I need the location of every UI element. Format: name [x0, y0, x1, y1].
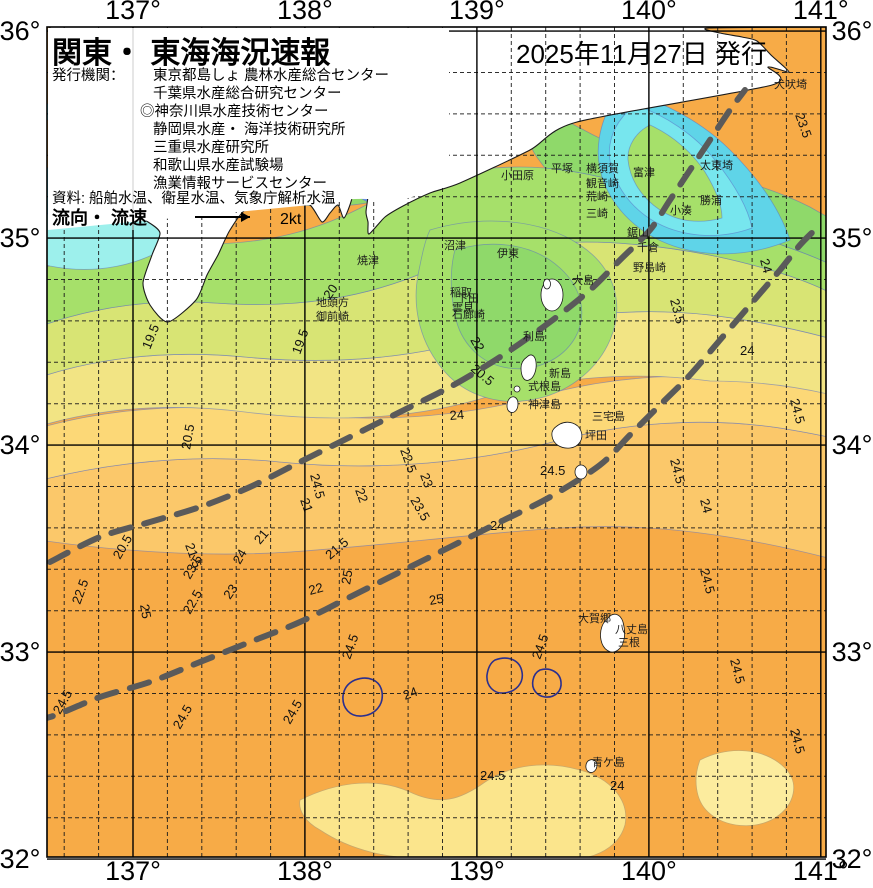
- svg-text:24.5: 24.5: [480, 768, 505, 783]
- svg-text:大島: 大島: [572, 273, 594, 287]
- svg-text:関東・ 東海海況速報: 関東・ 東海海況速報: [52, 37, 331, 70]
- svg-text:石廊崎: 石廊崎: [452, 307, 485, 321]
- svg-text:新島: 新島: [549, 366, 571, 380]
- svg-text:式根島: 式根島: [528, 379, 561, 393]
- svg-text:漁業情報サービスセンター: 漁業情報サービスセンター: [153, 175, 327, 192]
- svg-text:36°: 36°: [0, 16, 40, 46]
- svg-text:三宅島: 三宅島: [592, 409, 625, 423]
- svg-text:横須賀: 横須賀: [586, 161, 619, 175]
- svg-text:太東埼: 太東埼: [700, 158, 733, 172]
- svg-text:2kt: 2kt: [280, 211, 302, 228]
- svg-text:野島崎: 野島崎: [633, 260, 666, 274]
- svg-text:25: 25: [137, 603, 154, 620]
- svg-text:138°: 138°: [277, 0, 333, 25]
- svg-text:観音崎: 観音崎: [586, 176, 619, 190]
- svg-text:千倉: 千倉: [637, 240, 659, 254]
- svg-text:33°: 33°: [832, 637, 873, 667]
- svg-text:八丈島: 八丈島: [615, 622, 648, 636]
- svg-text:地頭方: 地頭方: [316, 295, 349, 309]
- svg-text:三根: 三根: [618, 635, 640, 649]
- svg-text:平塚: 平塚: [551, 162, 573, 175]
- svg-text:和歌山県水産試験場: 和歌山県水産試験場: [153, 157, 284, 174]
- svg-text:東京都島しょ 農林水産総合センター: 東京都島しょ 農林水産総合センター: [153, 67, 389, 84]
- svg-text:25: 25: [428, 591, 445, 608]
- svg-text:大賀郷: 大賀郷: [578, 611, 611, 625]
- svg-text:32°: 32°: [0, 844, 40, 874]
- svg-text:138°: 138°: [277, 856, 333, 886]
- svg-text:鋸山: 鋸山: [627, 225, 649, 239]
- svg-text:利島: 利島: [523, 329, 545, 343]
- svg-text:小湊: 小湊: [670, 203, 692, 217]
- svg-text:青ケ島: 青ケ島: [592, 755, 625, 769]
- svg-text:富津: 富津: [633, 165, 655, 179]
- svg-text:33°: 33°: [0, 637, 40, 667]
- svg-text:静岡県水産・ 海洋技術研究所: 静岡県水産・ 海洋技術研究所: [153, 121, 346, 138]
- svg-text:24.5: 24.5: [540, 463, 565, 478]
- svg-text:発行機関：: 発行機関：: [52, 67, 125, 84]
- svg-text:137°: 137°: [105, 856, 161, 886]
- svg-text:140°: 140°: [621, 0, 677, 25]
- svg-text:御前崎: 御前崎: [316, 309, 349, 323]
- svg-text:24: 24: [449, 407, 465, 423]
- svg-text:勝浦: 勝浦: [700, 193, 722, 207]
- svg-text:34°: 34°: [0, 430, 40, 460]
- svg-text:139°: 139°: [449, 856, 505, 886]
- svg-text:焼津: 焼津: [357, 254, 379, 267]
- svg-text:小田原: 小田原: [501, 169, 534, 182]
- svg-text:千葉県水産総合研究センター: 千葉県水産総合研究センター: [153, 85, 342, 102]
- svg-text:36°: 36°: [832, 16, 873, 46]
- svg-text:◎神奈川県水産技術センター: ◎神奈川県水産技術センター: [140, 103, 329, 120]
- svg-text:伊東: 伊東: [497, 247, 519, 260]
- svg-text:稲取: 稲取: [450, 286, 472, 299]
- svg-text:坪田: 坪田: [585, 429, 607, 442]
- svg-text:139°: 139°: [449, 0, 505, 25]
- svg-text:三重県水産研究所: 三重県水産研究所: [153, 139, 269, 156]
- svg-text:荒崎: 荒崎: [586, 189, 608, 203]
- svg-text:三崎: 三崎: [586, 206, 608, 220]
- svg-text:神津島: 神津島: [528, 397, 561, 411]
- svg-text:35°: 35°: [832, 223, 873, 253]
- svg-text:24: 24: [610, 778, 624, 793]
- svg-text:140°: 140°: [621, 856, 677, 886]
- svg-text:34°: 34°: [832, 430, 873, 460]
- svg-text:資料: 船舶水温、衛星水温、気象庁解析水温: 資料: 船舶水温、衛星水温、気象庁解析水温: [52, 190, 336, 207]
- svg-text:流向・ 流速: 流向・ 流速: [52, 207, 147, 228]
- svg-text:32°: 32°: [832, 844, 873, 874]
- svg-text:2025年11月27日 発行: 2025年11月27日 発行: [516, 39, 767, 69]
- svg-text:137°: 137°: [105, 0, 161, 25]
- svg-text:35°: 35°: [0, 223, 40, 253]
- svg-text:沼津: 沼津: [444, 238, 466, 252]
- svg-text:犬吠埼: 犬吠埼: [774, 77, 807, 91]
- svg-text:25: 25: [338, 569, 355, 586]
